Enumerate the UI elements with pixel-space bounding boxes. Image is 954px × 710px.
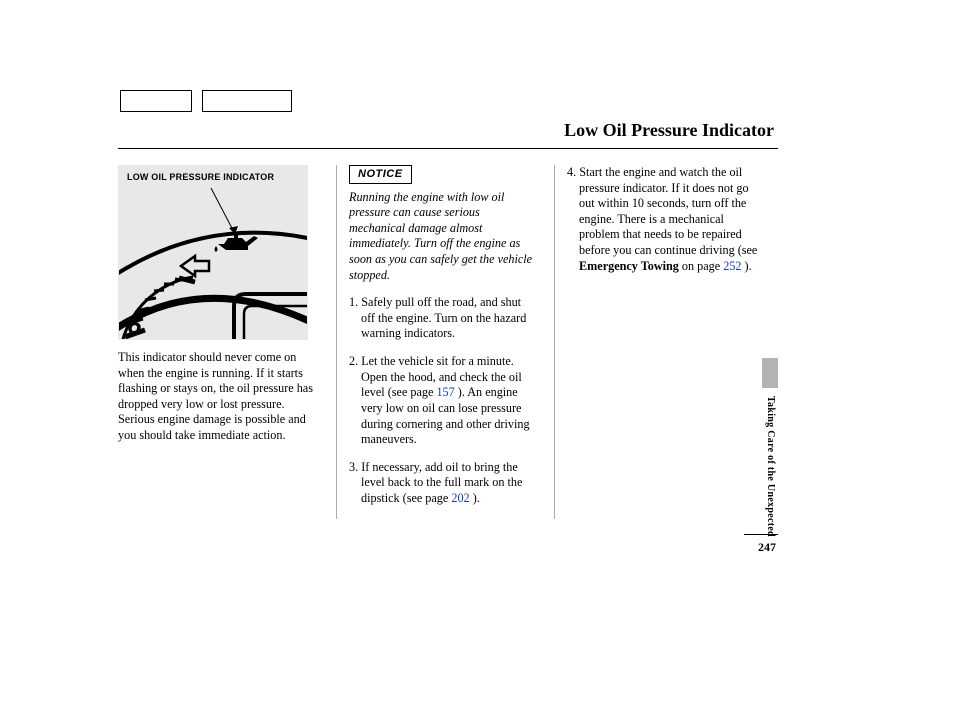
step-number: 2. bbox=[349, 354, 358, 368]
thumb-tab bbox=[762, 358, 778, 388]
column-3: 4. Start the engine and watch the oil pr… bbox=[554, 165, 780, 519]
column-1: LOW OIL PRESSURE INDICATOR bbox=[118, 165, 336, 519]
page-link-157[interactable]: 157 bbox=[436, 385, 454, 399]
tab-placeholder-2[interactable] bbox=[202, 90, 292, 112]
tab-placeholder-1[interactable] bbox=[120, 90, 192, 112]
column1-body: This indicator should never come on when… bbox=[118, 350, 318, 444]
step-text: Safely pull off the road, and shut off t… bbox=[361, 295, 526, 340]
indicator-illustration: LOW OIL PRESSURE INDICATOR bbox=[118, 165, 308, 340]
page-link-202[interactable]: 202 bbox=[451, 491, 469, 505]
column-2: NOTICE Running the engine with low oil p… bbox=[336, 165, 554, 519]
notice-box: NOTICE bbox=[349, 165, 412, 184]
step-text: Start the engine and watch the oil press… bbox=[579, 165, 757, 257]
step-number: 4. bbox=[567, 165, 576, 179]
step-text: If necessary, add oil to bring the level… bbox=[361, 460, 522, 505]
step-2: 2. Let the vehicle sit for a minute. Ope… bbox=[349, 354, 536, 448]
top-tabs bbox=[120, 90, 292, 112]
steps-list-cont: 4. Start the engine and watch the oil pr… bbox=[567, 165, 762, 274]
step-4: 4. Start the engine and watch the oil pr… bbox=[567, 165, 762, 274]
step-text-mid: on page bbox=[679, 259, 723, 273]
step-text-post: ). bbox=[470, 491, 480, 505]
step-1: 1. Safely pull off the road, and shut of… bbox=[349, 295, 536, 342]
gauge-svg: 6 bbox=[119, 166, 308, 340]
steps-list: 1. Safely pull off the road, and shut of… bbox=[349, 295, 536, 506]
page-title: Low Oil Pressure Indicator bbox=[564, 120, 774, 141]
tach-number: 6 bbox=[127, 310, 142, 340]
step-text-post: ). bbox=[742, 259, 752, 273]
section-label: Taking Care of the Unexpected bbox=[765, 396, 776, 537]
step-number: 1. bbox=[349, 295, 358, 309]
title-rule bbox=[118, 148, 778, 149]
notice-label: NOTICE bbox=[358, 168, 403, 180]
page-number: 247 bbox=[758, 540, 776, 555]
notice-body: Running the engine with low oil pressure… bbox=[349, 190, 536, 284]
page-num-rule bbox=[744, 534, 778, 535]
page-link-252[interactable]: 252 bbox=[723, 259, 741, 273]
content-columns: LOW OIL PRESSURE INDICATOR bbox=[118, 165, 780, 519]
step-3: 3. If necessary, add oil to bring the le… bbox=[349, 460, 536, 507]
manual-page: Low Oil Pressure Indicator LOW OIL PRESS… bbox=[0, 0, 954, 710]
step-number: 3. bbox=[349, 460, 358, 474]
emergency-towing-ref: Emergency Towing bbox=[579, 259, 679, 273]
